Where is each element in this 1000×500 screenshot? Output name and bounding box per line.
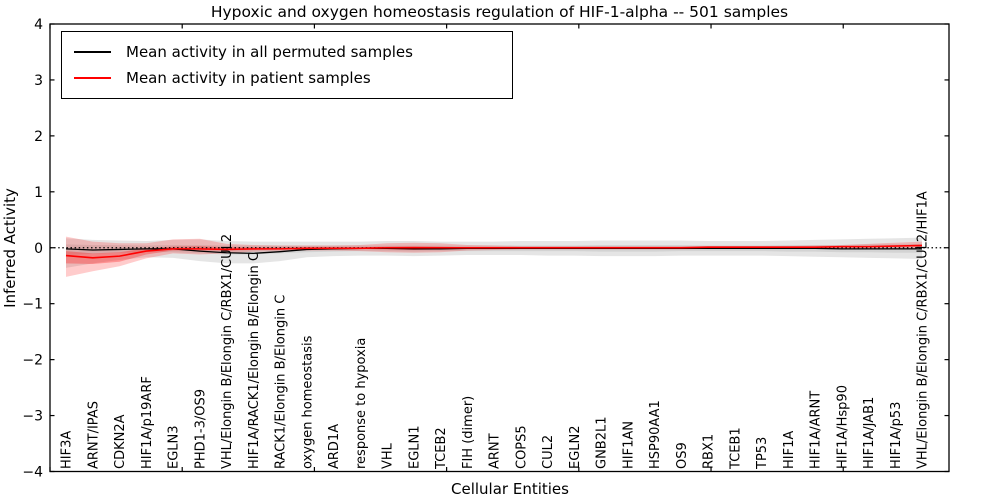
category-label: ARNT/IPAS <box>86 401 101 469</box>
category-label: HIF1A <box>782 431 797 469</box>
category-label: oxygen homeostasis <box>300 335 315 469</box>
category-label: GNB2L1 <box>595 416 610 469</box>
category-label: VHL <box>381 442 396 469</box>
category-label: HIF1A/ARNT <box>809 391 824 469</box>
category-label: TCEB1 <box>728 427 743 470</box>
category-label: HSP90AA1 <box>648 400 663 469</box>
category-label: HIF1A/RACK1/Elongin B/Elongin C <box>247 252 262 469</box>
category-label: response to hypoxia <box>354 338 369 469</box>
category-label: RACK1/Elongin B/Elongin C <box>274 295 289 469</box>
category-label: RBX1 <box>702 434 717 469</box>
category-label: VHL/Elongin B/Elongin C/RBX1/CUL2 <box>220 234 235 469</box>
y-tick-label: −3 <box>22 409 43 425</box>
category-label: CDKN2A <box>113 414 128 469</box>
category-label: HIF1A/p53 <box>889 402 904 469</box>
y-tick-label: 0 <box>34 241 43 257</box>
x-axis-label: Cellular Entities <box>451 480 569 498</box>
category-label: VHL/Elongin B/Elongin C/RBX1/CUL2/HIF1A <box>916 191 931 469</box>
legend-line-sample-red <box>74 77 111 80</box>
legend-entry-permuted: Mean activity in all permuted samples <box>74 43 512 61</box>
category-label: EGLN3 <box>167 425 182 469</box>
legend: Mean activity in all permuted samples Me… <box>61 31 513 99</box>
category-label: HIF1AN <box>621 421 636 469</box>
category-label: HIF3A <box>60 431 75 469</box>
y-tick-label: −1 <box>22 297 43 313</box>
y-tick-label: −4 <box>22 465 43 481</box>
axes-frame <box>49 23 950 473</box>
category-label: HIF1A/p19ARF <box>140 376 155 469</box>
legend-line-sample-black <box>74 50 111 53</box>
category-label: TP53 <box>755 437 770 470</box>
category-label: OS9 <box>675 442 690 469</box>
y-tick-label: 2 <box>34 129 43 145</box>
y-tick-label: 1 <box>34 185 43 201</box>
category-label: ARD1A <box>327 424 342 469</box>
category-label: TCEB2 <box>434 427 449 470</box>
y-tick-label: −2 <box>22 353 43 369</box>
category-label: COPS5 <box>514 425 529 469</box>
category-label: EGLN1 <box>407 425 422 469</box>
legend-label: Mean activity in patient samples <box>126 69 371 88</box>
category-label: HIF1A/Hsp90 <box>835 385 850 469</box>
category-label: EGLN2 <box>568 425 583 469</box>
category-label: HIF1A/JAB1 <box>862 397 877 469</box>
legend-entry-patient: Mean activity in patient samples <box>74 69 512 87</box>
y-tick-label: 4 <box>34 17 43 33</box>
category-label: PHD1-3/OS9 <box>193 389 208 469</box>
series-line-patient <box>65 244 923 259</box>
category-label: FIH (dimer) <box>461 396 476 469</box>
legend-label: Mean activity in all permuted samples <box>126 42 413 61</box>
chart-title: Hypoxic and oxygen homeostasis regulatio… <box>210 3 789 21</box>
y-axis-label: Inferred Activity <box>1 188 19 308</box>
band-permuted-outer <box>66 237 922 268</box>
category-label: CUL2 <box>541 435 556 469</box>
category-label: ARNT <box>488 433 503 469</box>
y-tick-label: 3 <box>34 73 43 89</box>
